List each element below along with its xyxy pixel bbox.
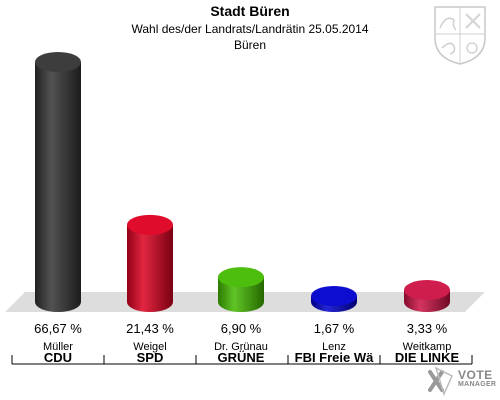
- category-label: CDU: [44, 350, 72, 365]
- value-label: 1,67 %: [314, 321, 355, 336]
- bar-fbi-freie-w-: [311, 285, 357, 312]
- bar-cdu: [35, 52, 81, 312]
- vote-manager-wordmark: VOTE MANAGER: [458, 368, 497, 390]
- value-label: 21,43 %: [126, 321, 174, 336]
- bar-gr-ne: [218, 267, 264, 312]
- category-label: GRÜNE: [218, 350, 265, 365]
- chart-location: Büren: [233, 38, 267, 52]
- candidate-label: Lenz: [322, 341, 346, 353]
- value-label: 6,90 %: [221, 321, 262, 336]
- category-label: FBI Freie Wä: [295, 350, 375, 365]
- bar-spd: [127, 214, 173, 312]
- bar-top: [404, 280, 450, 301]
- logo-line-2: MANAGER: [458, 381, 497, 388]
- bars-layer: [35, 52, 450, 312]
- bar-top: [127, 214, 173, 235]
- candidate-label: Dr. Grünau: [214, 341, 268, 353]
- bar-body: [35, 62, 81, 312]
- category-label: DIE LINKE: [395, 350, 460, 365]
- candidate-label: Müller: [43, 341, 73, 353]
- bar-body: [127, 224, 173, 312]
- bar-body: [218, 277, 264, 312]
- coat-of-arms-icon: [434, 6, 486, 65]
- candidate-label: Weitkamp: [403, 341, 452, 353]
- category-label: SPD: [137, 350, 164, 365]
- logo-line-1: VOTE: [458, 368, 493, 382]
- bar-top: [35, 52, 81, 72]
- chart-subtitle: Wahl des/der Landrats/Landrätin 25.05.20…: [131, 22, 369, 36]
- vote-manager-logo-icon: [428, 366, 453, 396]
- bar-die-linke: [404, 280, 450, 312]
- bar-top: [218, 267, 264, 288]
- value-label: 66,67 %: [34, 321, 82, 336]
- chart-title: Stadt Büren: [210, 3, 290, 19]
- candidate-label: Weigel: [133, 341, 166, 353]
- value-label: 3,33 %: [407, 321, 448, 336]
- bar-top: [311, 285, 357, 306]
